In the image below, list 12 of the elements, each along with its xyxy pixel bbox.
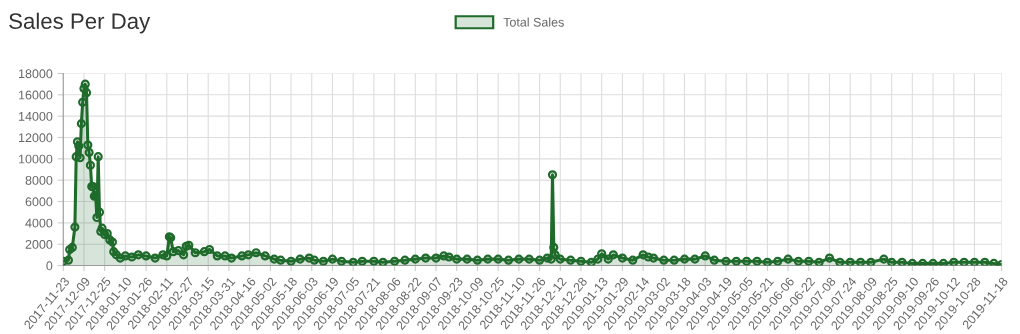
y-tick-label: 8000 [25, 175, 53, 185]
y-tick-label: 4000 [25, 218, 53, 228]
y-tick-label: 6000 [25, 197, 53, 207]
y-tick-label: 12000 [19, 133, 53, 143]
y-tick-label: 18000 [19, 69, 53, 79]
y-tick-label: 10000 [19, 154, 53, 164]
chart-title: Sales Per Day [9, 12, 151, 34]
y-tick-label: 16000 [19, 90, 53, 100]
legend-label: Total Sales [503, 17, 564, 27]
y-tick-label: 0 [46, 261, 53, 271]
y-tick-label: 2000 [25, 239, 53, 249]
y-tick-label: 14000 [19, 111, 53, 121]
